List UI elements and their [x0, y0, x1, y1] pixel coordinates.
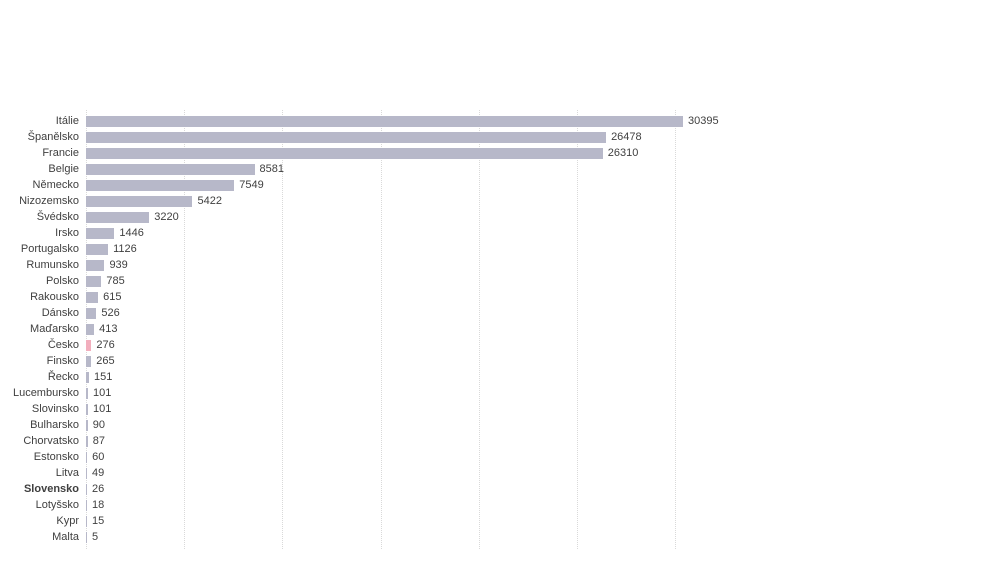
gridline — [478, 110, 480, 549]
value-label: 101 — [92, 387, 112, 399]
value-label: 265 — [96, 355, 115, 367]
bar[interactable] — [86, 515, 87, 527]
category-label: Bulharsko — [30, 419, 79, 431]
category-label: Česko — [47, 339, 79, 351]
bar[interactable] — [86, 243, 109, 255]
bar[interactable] — [86, 275, 102, 287]
value-label: 87 — [92, 435, 105, 447]
value-label: 526 — [101, 307, 120, 319]
bar[interactable] — [86, 323, 95, 335]
bar[interactable] — [86, 211, 150, 223]
gridline — [675, 110, 677, 549]
category-label: Kypr — [56, 515, 79, 527]
value-label: 101 — [92, 403, 112, 415]
category-label: Maďarsko — [30, 323, 79, 335]
category-label: Německo — [32, 179, 79, 191]
bar[interactable] — [86, 115, 683, 127]
value-label: 3220 — [154, 211, 179, 223]
gridline — [577, 110, 579, 549]
value-label: 26 — [92, 483, 105, 495]
bar[interactable] — [86, 147, 603, 159]
category-label: Estonsko — [33, 451, 79, 463]
category-label: Slovensko — [23, 483, 79, 495]
gridline — [282, 110, 284, 549]
value-label: 26478 — [611, 131, 642, 143]
category-label: Finsko — [46, 355, 79, 367]
bar[interactable] — [86, 531, 87, 543]
value-label: 60 — [92, 451, 105, 463]
category-label: Portugalsko — [20, 243, 79, 255]
category-label: Dánsko — [41, 307, 79, 319]
bar[interactable] — [86, 307, 97, 319]
category-label: Řecko — [47, 371, 79, 383]
category-label: Malta — [52, 531, 79, 543]
bar[interactable] — [86, 195, 193, 207]
category-label: Španělsko — [27, 131, 79, 143]
value-label: 30395 — [688, 115, 719, 127]
bar[interactable] — [86, 435, 88, 447]
category-label: Litva — [55, 467, 79, 479]
gridline — [380, 110, 382, 549]
category-label: Francie — [42, 147, 79, 159]
category-label: Slovinsko — [31, 403, 79, 415]
bar[interactable] — [86, 483, 87, 495]
bar[interactable] — [86, 131, 607, 143]
value-label: 90 — [92, 419, 106, 431]
value-label: 1446 — [119, 227, 144, 239]
value-label: 5422 — [197, 195, 222, 207]
value-label: 15 — [92, 515, 105, 527]
category-label: Nizozemsko — [19, 195, 79, 207]
bar[interactable] — [86, 163, 255, 175]
value-label: 49 — [92, 467, 105, 479]
value-label: 413 — [99, 323, 118, 335]
bar[interactable] — [86, 291, 99, 303]
bar[interactable] — [86, 403, 88, 415]
bar[interactable] — [86, 179, 235, 191]
value-label: 7549 — [239, 179, 264, 191]
category-label: Lucembursko — [12, 387, 79, 399]
category-label: Rakousko — [30, 291, 79, 303]
bar[interactable] — [86, 419, 88, 431]
category-label: Chorvatsko — [23, 435, 79, 447]
bar[interactable] — [86, 259, 105, 271]
category-label: Rumunsko — [26, 259, 79, 271]
value-label: 8581 — [259, 163, 285, 175]
bar[interactable] — [86, 387, 88, 399]
bar[interactable] — [86, 499, 87, 511]
value-label: 26310 — [607, 147, 639, 159]
value-label: 615 — [103, 291, 122, 303]
category-label: Švédsko — [36, 211, 79, 223]
value-label: 151 — [93, 371, 113, 383]
category-label: Lotyšsko — [35, 499, 79, 511]
value-label: 276 — [96, 339, 115, 351]
category-label: Polsko — [45, 275, 79, 287]
value-label: 1126 — [113, 243, 137, 255]
bar[interactable] — [86, 451, 88, 463]
value-label: 18 — [92, 499, 105, 511]
bar[interactable] — [86, 371, 89, 383]
value-label: 5 — [92, 531, 99, 543]
category-label: Belgie — [48, 163, 79, 175]
bar[interactable] — [86, 467, 87, 479]
category-label: Itálie — [55, 115, 79, 127]
bar[interactable] — [86, 227, 115, 239]
category-label: Irsko — [55, 227, 79, 239]
bar[interactable] — [86, 355, 92, 367]
value-label: 785 — [106, 275, 125, 287]
bar[interactable] — [86, 339, 92, 351]
value-label: 939 — [109, 259, 128, 271]
gridline — [184, 110, 186, 549]
